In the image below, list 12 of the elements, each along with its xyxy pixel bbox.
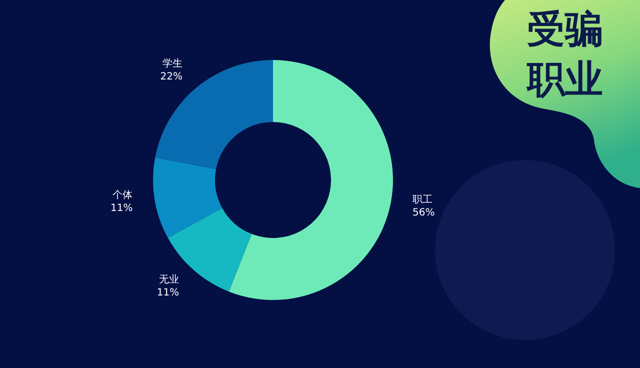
slice-label: 无业 — [159, 274, 180, 286]
slice-label: 职工 — [412, 194, 432, 206]
donut-slice — [155, 60, 273, 170]
data-label: 11% — [156, 288, 180, 299]
data-label: 56% — [412, 208, 435, 219]
text: 受骗职业 — [526, 6, 603, 101]
donut-slice — [228, 60, 393, 300]
slice-label: 个体 — [112, 189, 133, 202]
data-label: 22% — [160, 72, 182, 83]
data-label: 11% — [110, 203, 133, 214]
donut-slice — [153, 158, 222, 238]
slice-label: 学生 — [162, 58, 182, 70]
